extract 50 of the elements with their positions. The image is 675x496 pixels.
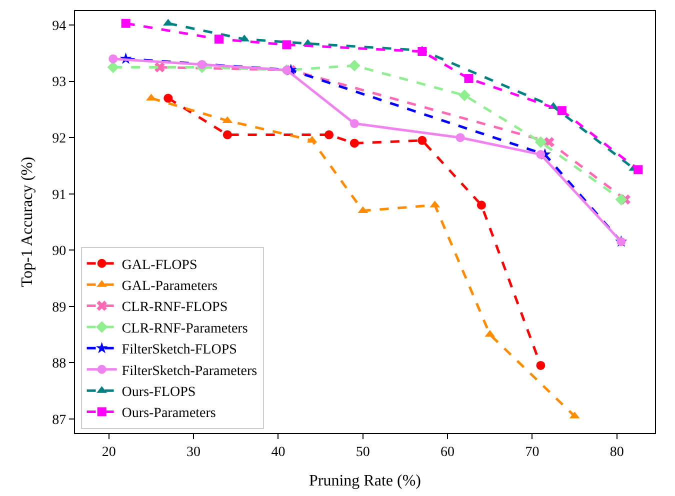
point <box>222 130 232 140</box>
y-tick-label: 87 <box>52 412 66 428</box>
point <box>476 200 486 210</box>
point <box>164 94 173 103</box>
point <box>108 54 118 64</box>
x-tick-label: 70 <box>525 444 540 460</box>
point <box>348 60 360 72</box>
y-tick-label: 90 <box>52 244 66 260</box>
legend-label: GAL-Parameters <box>122 279 218 294</box>
x-tick-label: 60 <box>440 444 455 460</box>
x-axis-title: Pruning Rate (%) <box>309 472 421 490</box>
y-tick-label: 92 <box>52 132 66 146</box>
legend-label: CLR-RNF-Parameters <box>122 321 248 336</box>
point <box>557 106 566 116</box>
legend-label: GAL-FLOPS <box>122 258 198 273</box>
point <box>282 40 292 50</box>
x-tick-label: 40 <box>271 444 286 460</box>
point <box>458 90 470 102</box>
x-tick-label: 80 <box>610 444 624 460</box>
x-tick-label: 20 <box>102 444 116 460</box>
point <box>615 194 627 206</box>
point <box>464 74 474 84</box>
x-tick-label: 50 <box>356 444 370 460</box>
point <box>634 165 643 174</box>
y-axis-title: Top-1 Accuracy (%) <box>19 156 36 288</box>
point <box>456 133 465 142</box>
y-tick-label: 88 <box>52 356 66 372</box>
point <box>324 130 334 140</box>
point <box>350 138 359 148</box>
legend-label: Ours-Parameters <box>122 406 216 422</box>
point <box>198 60 207 69</box>
y-tick-label: 94 <box>52 18 66 34</box>
point <box>418 47 427 56</box>
point <box>154 62 165 72</box>
legend-label: FilterSketch-FLOPS <box>122 342 237 358</box>
point <box>536 360 546 370</box>
x-tick-label: 30 <box>186 444 201 460</box>
point <box>536 150 546 159</box>
point <box>418 136 427 145</box>
legend-label: CLR-RNF-FLOPS <box>122 300 228 316</box>
point <box>534 136 547 148</box>
point <box>544 137 554 148</box>
y-tick-label: 89 <box>52 300 66 316</box>
legend-label: FilterSketch-Parameters <box>122 364 258 379</box>
legend-label: Ours-FLOPS <box>122 385 196 400</box>
point <box>121 18 130 28</box>
point <box>350 119 359 128</box>
y-tick-label: 93 <box>52 75 66 90</box>
point <box>214 34 224 44</box>
y-tick-label: 91 <box>52 188 66 203</box>
